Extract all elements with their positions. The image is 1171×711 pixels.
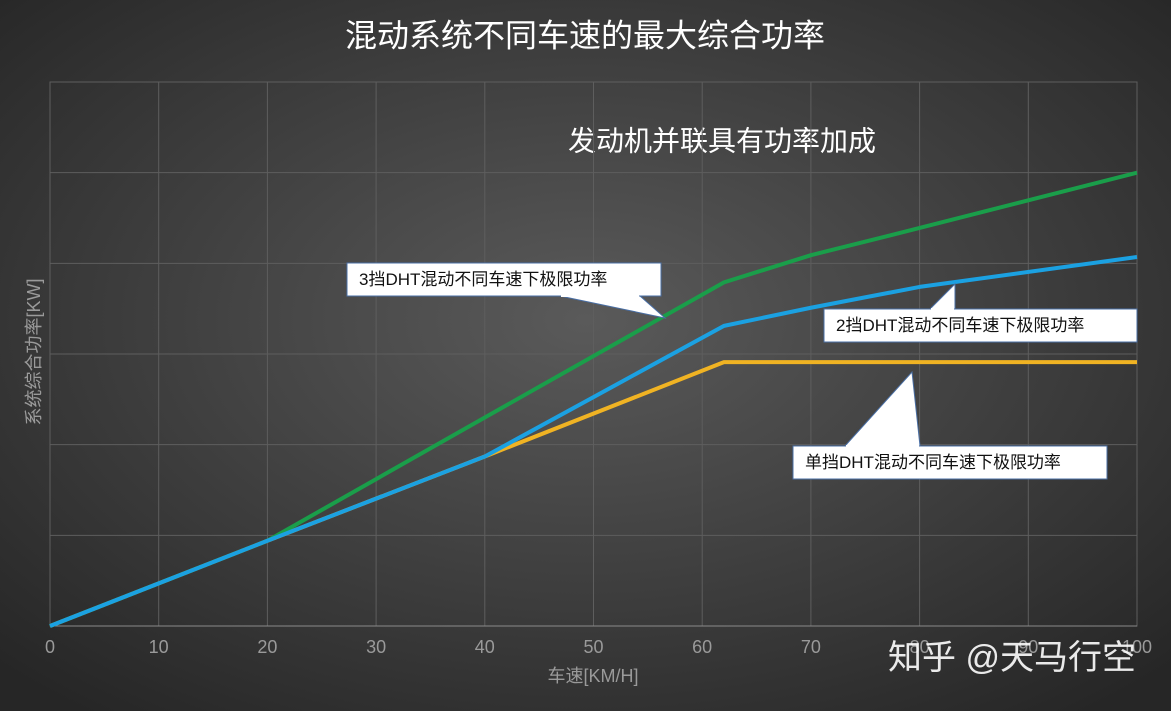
legend-label: 2挡DHT混动不同车速下极限功率 (836, 316, 1084, 335)
x-tick-label: 50 (583, 637, 603, 657)
callout-box (792, 445, 1108, 480)
legend-label: 单挡DHT混动不同车速下极限功率 (805, 453, 1061, 472)
chart-title: 混动系统不同车速的最大综合功率 (345, 17, 825, 53)
x-tick-label: 40 (475, 637, 495, 657)
callout-box (346, 262, 662, 297)
y-axis-label: 系统综合功率[KW] (24, 279, 44, 426)
watermark: 知乎 @天马行空 (888, 639, 1136, 677)
x-axis-label: 车速[KM/H] (547, 666, 638, 686)
x-tick-label: 90 (1018, 637, 1038, 657)
x-tick-label: 20 (257, 637, 277, 657)
x-tick-label: 60 (692, 637, 712, 657)
x-tick-label: 0 (45, 637, 55, 657)
x-tick-label: 100 (1122, 637, 1152, 657)
x-tick-label: 10 (149, 637, 169, 657)
x-tick-label: 30 (366, 637, 386, 657)
x-tick-label: 80 (910, 637, 930, 657)
series-line (49, 255, 1138, 628)
callout-box (823, 308, 1138, 343)
legend-label: 3挡DHT混动不同车速下极限功率 (359, 270, 607, 289)
x-tick-label: 70 (801, 637, 821, 657)
subtitle: 发动机并联具有功率加成 (568, 125, 876, 156)
